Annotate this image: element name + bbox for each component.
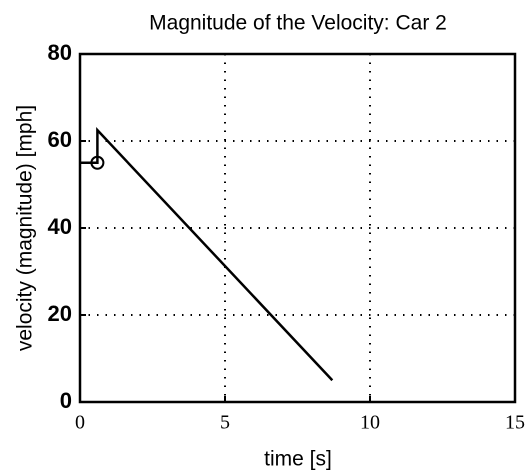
point-marker: [90, 155, 105, 170]
x-tick-label: 0: [75, 412, 85, 434]
x-tick-label: 10: [360, 412, 380, 434]
x-tick-label: 15: [505, 412, 525, 434]
y-tick-label: 20: [48, 301, 72, 326]
x-axis-label: time [s]: [264, 448, 332, 471]
y-tick-label: 0: [60, 388, 72, 413]
x-tick-label: 5: [220, 412, 230, 434]
y-tick-label: 60: [48, 127, 72, 152]
plot-frame: [78, 52, 517, 404]
y-axis-label: velocity (magnitude) [mph]: [14, 105, 37, 351]
line-series: [80, 126, 334, 382]
chart-title: Magnitude of the Velocity: Car 2: [149, 12, 447, 35]
y-tick-label: 80: [48, 40, 72, 65]
y-tick-label: 40: [48, 214, 72, 239]
